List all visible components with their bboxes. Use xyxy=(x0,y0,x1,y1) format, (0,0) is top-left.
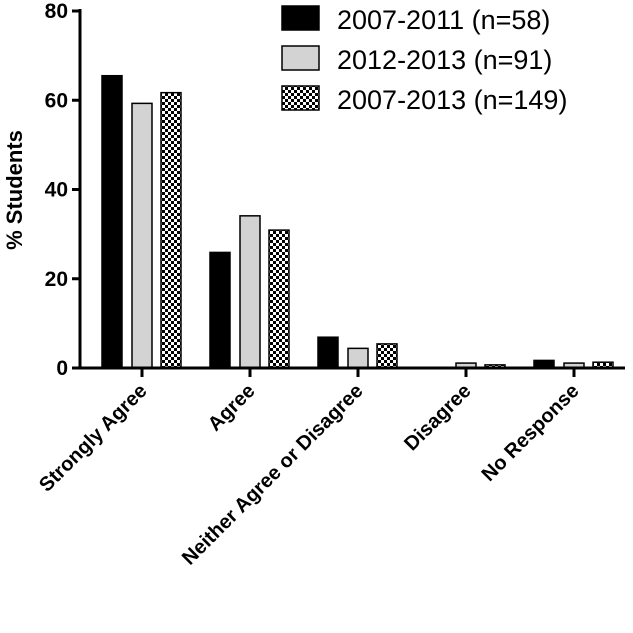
bar-2 xyxy=(239,215,261,369)
x-tick-label: No Response xyxy=(478,380,584,486)
y-tick-label: 40 xyxy=(45,179,68,202)
legend: 2007-2011 (n=58) 2012-2013 (n=91) 2007-201… xyxy=(281,5,567,115)
x-tick-label: Strongly Agree xyxy=(35,380,151,496)
bar-3 xyxy=(376,343,398,369)
bar-1 xyxy=(209,251,231,369)
bars xyxy=(101,74,614,369)
x-tick-label: Agree xyxy=(204,380,260,436)
legend-label: 2007-2011 (n=58) xyxy=(337,5,550,35)
legend-label: 2012-2013 (n=91) xyxy=(337,45,552,75)
bar-2 xyxy=(131,102,153,369)
legend-label: 2007-2013 (n=149) xyxy=(337,85,567,115)
y-tick-label: 80 xyxy=(45,0,68,23)
x-tick-label: Neither Agree or Disagree xyxy=(178,380,368,570)
legend-swatch xyxy=(281,5,320,31)
bar-3 xyxy=(268,229,290,369)
bar-3 xyxy=(160,91,182,369)
bar-1 xyxy=(101,74,123,369)
bar-1 xyxy=(317,336,339,369)
y-tick-label: 0 xyxy=(56,357,68,380)
y-tick-label: 60 xyxy=(45,89,68,112)
x-tick-label: Disagree xyxy=(400,380,475,455)
y-axis-label: % Students xyxy=(2,130,27,250)
bar-2 xyxy=(347,347,369,369)
legend-swatch xyxy=(281,45,320,71)
y-tick-label: 20 xyxy=(45,268,68,291)
legend-swatch xyxy=(281,85,320,111)
